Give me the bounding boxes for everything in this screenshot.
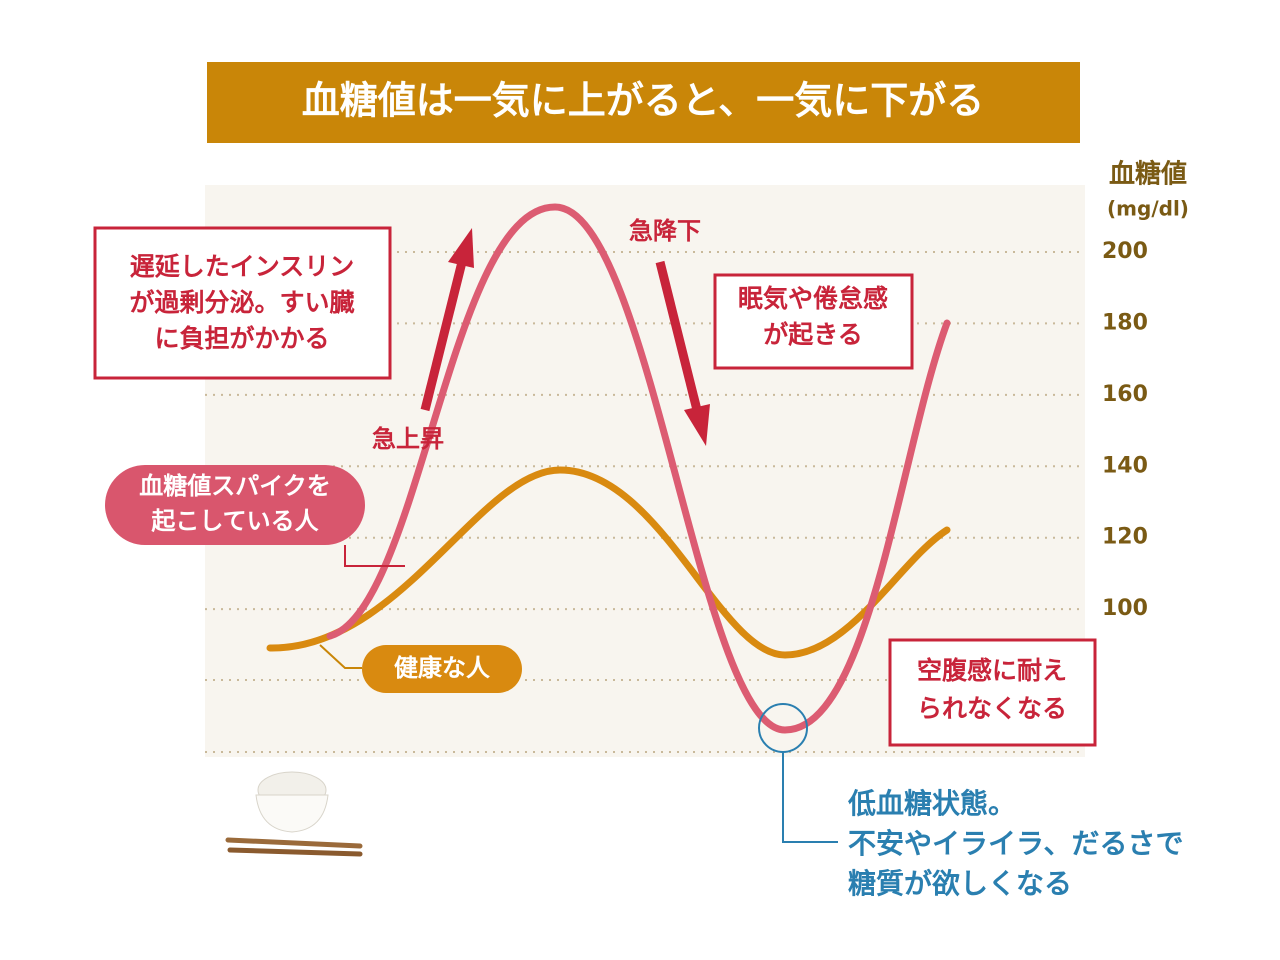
rise-arrowhead xyxy=(448,228,474,268)
rise-label: 急上昇 xyxy=(372,425,444,453)
axis-unit: (mg/dl) xyxy=(1107,197,1189,221)
fall-arrowhead xyxy=(684,404,710,446)
box-text: 眠気や倦怠感 xyxy=(738,284,888,313)
title: 血糖値は一気に上がると、一気に下がる xyxy=(302,79,984,123)
hypo-text: 不安やイライラ、だるさで xyxy=(848,827,1183,860)
healthy-curve xyxy=(266,466,951,659)
box-text: が過剰分泌。すい臓 xyxy=(129,288,354,317)
title-banner xyxy=(207,62,1080,143)
healthy-pill xyxy=(362,645,522,693)
hypo-text: 糖質が欲しくなる xyxy=(848,867,1072,900)
y-tick-label: 120 xyxy=(1102,525,1148,550)
spike-curve xyxy=(326,203,951,734)
axis-label: 血糖値 xyxy=(1109,159,1187,190)
y-tick-label: 160 xyxy=(1102,382,1148,407)
box-text: 空腹感に耐え xyxy=(917,656,1067,685)
y-tick-label: 200 xyxy=(1102,239,1148,264)
rise-arrow xyxy=(420,260,467,412)
box-text: 遅延したインスリン xyxy=(130,252,355,281)
fall-label: 急降下 xyxy=(629,217,701,245)
box-text: られなくなる xyxy=(917,694,1067,723)
hunger-box xyxy=(888,638,1097,747)
drowsy-box xyxy=(713,273,914,370)
box-text: が起きる xyxy=(763,320,863,349)
rice-bowl xyxy=(225,771,363,857)
fall-arrow xyxy=(655,260,702,412)
box-text: に負担がかかる xyxy=(154,324,329,353)
y-tick-label: 100 xyxy=(1102,596,1148,621)
connector xyxy=(319,644,362,669)
connector xyxy=(344,545,405,567)
insulin-box xyxy=(93,226,392,380)
y-tick-label: 180 xyxy=(1102,310,1148,335)
pill-text: 起こしている人 xyxy=(150,507,318,535)
y-tick-label: 140 xyxy=(1102,453,1148,478)
spike-pill xyxy=(105,465,365,545)
pill-text: 健康な人 xyxy=(394,654,490,682)
connector xyxy=(782,752,838,843)
hypo-text: 低血糖状態。 xyxy=(847,787,1016,820)
pill-text: 血糖値スパイクを xyxy=(139,472,331,500)
